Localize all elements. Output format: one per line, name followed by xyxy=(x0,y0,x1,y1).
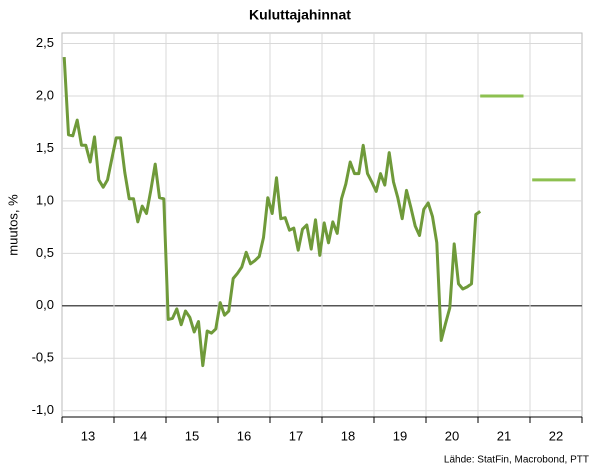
y-tick-label: 2,0 xyxy=(36,87,54,102)
chart-title: Kuluttajahinnat xyxy=(249,7,351,23)
series-line xyxy=(480,94,576,182)
x-tick-label: 20 xyxy=(445,428,459,443)
x-tick-label: 19 xyxy=(393,428,407,443)
y-tick-label: 1,5 xyxy=(36,140,54,155)
x-tick-label: 22 xyxy=(549,428,563,443)
y-tick-label: -0,5 xyxy=(32,350,54,365)
x-tick-label: 14 xyxy=(133,428,147,443)
series-line xyxy=(62,57,482,368)
source: Lähde: StatFin, Macrobond, PTT xyxy=(444,455,589,466)
y-tick-label: 0,5 xyxy=(36,245,54,260)
x-tick-label: 16 xyxy=(237,428,251,443)
x-tick-label: 15 xyxy=(185,428,199,443)
y-tick-label: 2,5 xyxy=(36,35,54,50)
y-tick-label: -1,0 xyxy=(32,402,54,417)
y-tick-label: 0,0 xyxy=(36,297,54,312)
x-tick-label: 17 xyxy=(289,428,303,443)
y-axis-label: muutos, % xyxy=(5,194,20,256)
x-tick-label: 13 xyxy=(81,428,95,443)
x-tick-label: 18 xyxy=(341,428,355,443)
x-tick-label: 21 xyxy=(497,428,511,443)
y-tick-label: 1,0 xyxy=(36,192,54,207)
